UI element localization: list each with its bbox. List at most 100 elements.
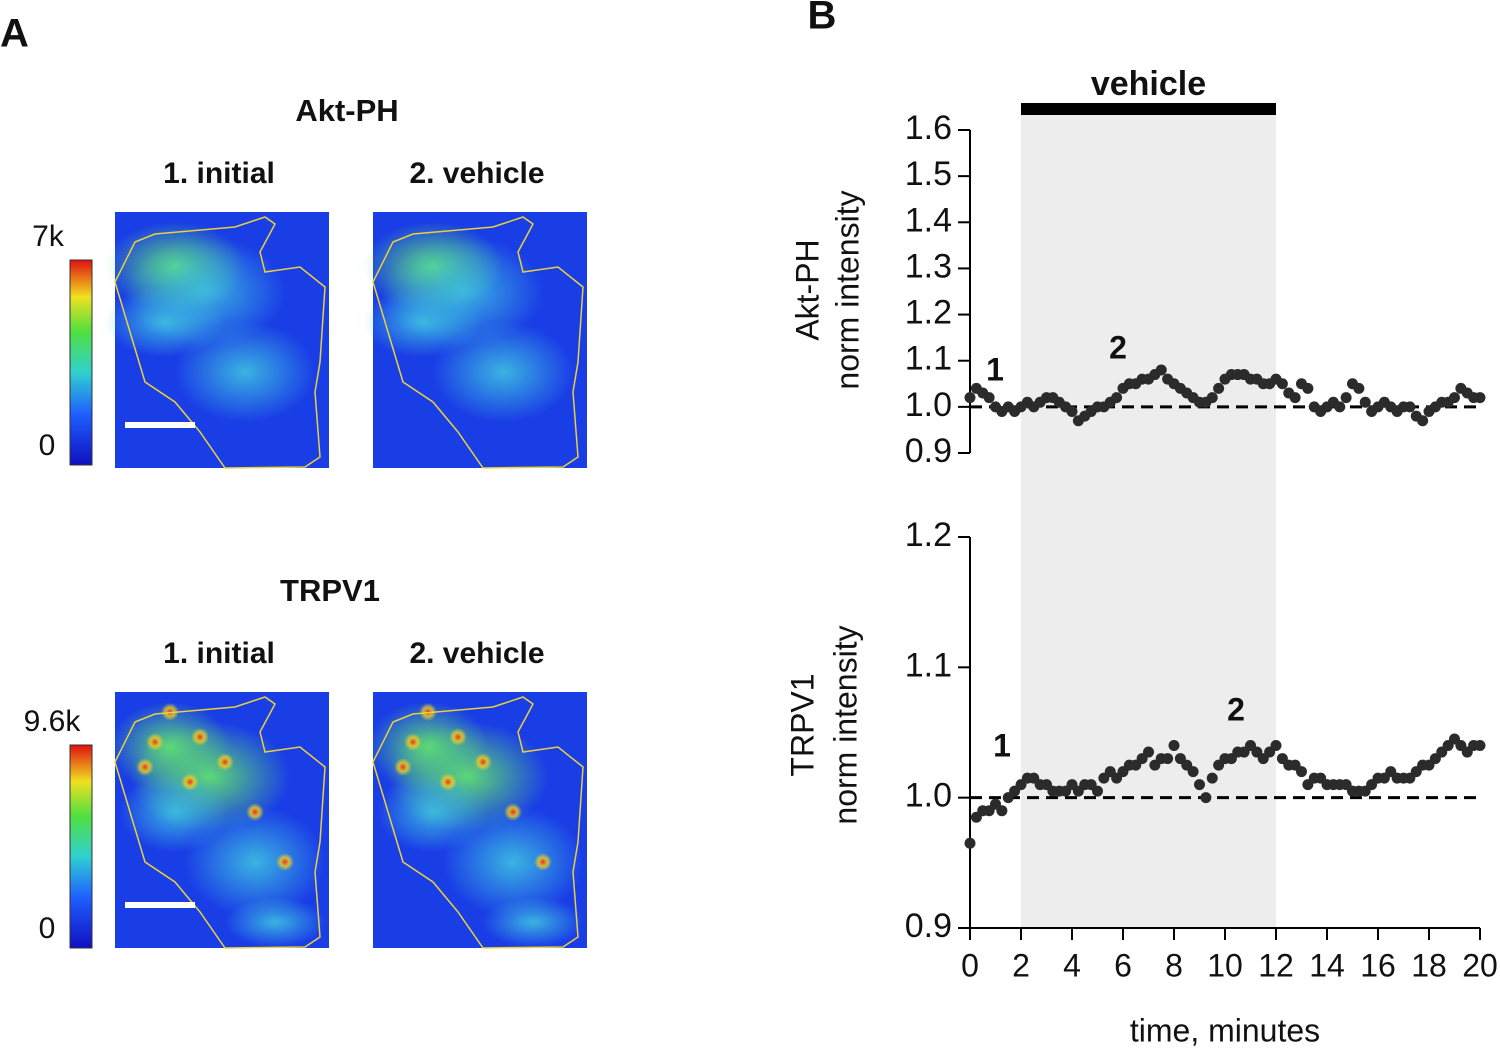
y-tick-label: 1.6 <box>905 109 952 147</box>
treatment-shade <box>1021 490 1276 928</box>
data-point <box>1168 740 1180 752</box>
treatment-label: vehicle <box>1091 65 1206 103</box>
x-tick-label: 20 <box>1462 947 1498 983</box>
cell-signal <box>483 897 583 947</box>
data-point <box>1302 382 1314 394</box>
chart: vehicle 0.9 1.0 1.1 1.2 1.3 1.4 1.5 1.6 Akt-PH nor… <box>789 65 1486 490</box>
y-axis-label: norm intensity <box>829 190 865 389</box>
hotspot <box>394 758 412 776</box>
panel-label: B <box>808 0 837 38</box>
x-tick-label: 4 <box>1063 947 1081 983</box>
image-title: 1. initial <box>163 637 275 670</box>
hotspot <box>191 728 209 746</box>
colorbar <box>69 744 93 949</box>
y-tick-label: 1.4 <box>905 201 952 239</box>
data-point <box>1066 405 1078 417</box>
y-tick-label: 1.0 <box>905 777 952 815</box>
data-point <box>1200 792 1212 804</box>
cell-signal <box>443 807 583 917</box>
data-point <box>1206 772 1218 784</box>
x-tick-label: 16 <box>1360 947 1396 983</box>
micrograph <box>105 212 329 469</box>
y-tick-label: 0.9 <box>905 432 952 470</box>
image-title: 1. initial <box>163 157 275 190</box>
hotspot <box>449 728 467 746</box>
hotspot <box>276 853 294 871</box>
x-tick-label: 10 <box>1207 947 1243 983</box>
data-point <box>964 392 976 404</box>
panel-label: A <box>0 12 29 56</box>
data-point <box>1296 766 1307 778</box>
data-point <box>1162 753 1174 765</box>
cell-signal <box>175 322 315 422</box>
cell-outline <box>114 696 326 949</box>
colorbar-max-label: 9.6k <box>24 705 82 738</box>
data-point <box>1194 779 1205 791</box>
cell-signal <box>225 897 325 947</box>
data-point <box>1359 396 1371 408</box>
data-point <box>1340 392 1352 404</box>
hotspot <box>216 753 234 771</box>
colorbar-min-label: 0 <box>39 429 56 462</box>
colorbar-max-label: 7k <box>32 220 65 253</box>
annotation: 1 <box>986 351 1004 387</box>
hotspot <box>504 803 522 821</box>
y-tick-label: 1.2 <box>905 516 952 554</box>
y-tick-label: 1.2 <box>905 294 952 332</box>
hotspot <box>246 803 264 821</box>
x-tick-label: 0 <box>961 947 979 983</box>
data-point <box>964 837 976 849</box>
data-point <box>1213 382 1225 394</box>
y-tick-label: 1.1 <box>905 646 952 684</box>
hotspot <box>146 733 164 751</box>
hotspot <box>136 758 154 776</box>
micrograph <box>368 692 587 949</box>
hotspot <box>404 733 422 751</box>
data-point <box>1353 382 1365 394</box>
annotation: 2 <box>1227 691 1245 727</box>
y-tick-label: 1.1 <box>905 340 952 378</box>
data-point <box>1187 766 1199 778</box>
micrograph <box>110 692 329 949</box>
annotation: 1 <box>993 727 1011 763</box>
data-point <box>1270 740 1282 752</box>
data-point <box>1276 378 1288 390</box>
x-tick-label: 8 <box>1165 947 1183 983</box>
x-tick-label: 12 <box>1258 947 1294 983</box>
data-point <box>1143 746 1154 758</box>
data-point <box>1404 401 1416 413</box>
y-axis-label: norm intensity <box>827 625 863 824</box>
data-point <box>1474 740 1486 752</box>
data-point <box>1474 392 1486 404</box>
y-tick-label: 0.9 <box>905 907 952 945</box>
hotspot <box>474 753 492 771</box>
data-point <box>996 805 1008 817</box>
micrograph <box>363 212 587 469</box>
colorbar-min-label: 0 <box>39 912 56 945</box>
colorbar <box>69 259 93 466</box>
data-point <box>1289 392 1301 404</box>
y-axis-label: TRPV1 <box>784 673 820 776</box>
data-point <box>1092 785 1103 797</box>
data-point <box>1206 392 1218 404</box>
y-axis-label: Akt-PH <box>789 239 825 340</box>
y-tick-label: 1.5 <box>905 155 952 193</box>
cell-outline <box>114 216 326 469</box>
treatment-shade <box>1021 105 1276 490</box>
y-tick-label: 1.3 <box>905 247 952 285</box>
image-title: 2. vehicle <box>409 157 544 190</box>
data-point <box>1155 364 1167 376</box>
data-point <box>983 392 995 404</box>
x-tick-label: 6 <box>1114 947 1132 983</box>
image-group-title: TRPV1 <box>280 573 380 608</box>
data-point <box>1417 415 1429 427</box>
cell-outline <box>372 216 584 469</box>
cell-signal <box>185 807 325 917</box>
x-tick-label: 14 <box>1309 947 1345 983</box>
hotspot <box>181 773 199 791</box>
hotspot <box>534 853 552 871</box>
